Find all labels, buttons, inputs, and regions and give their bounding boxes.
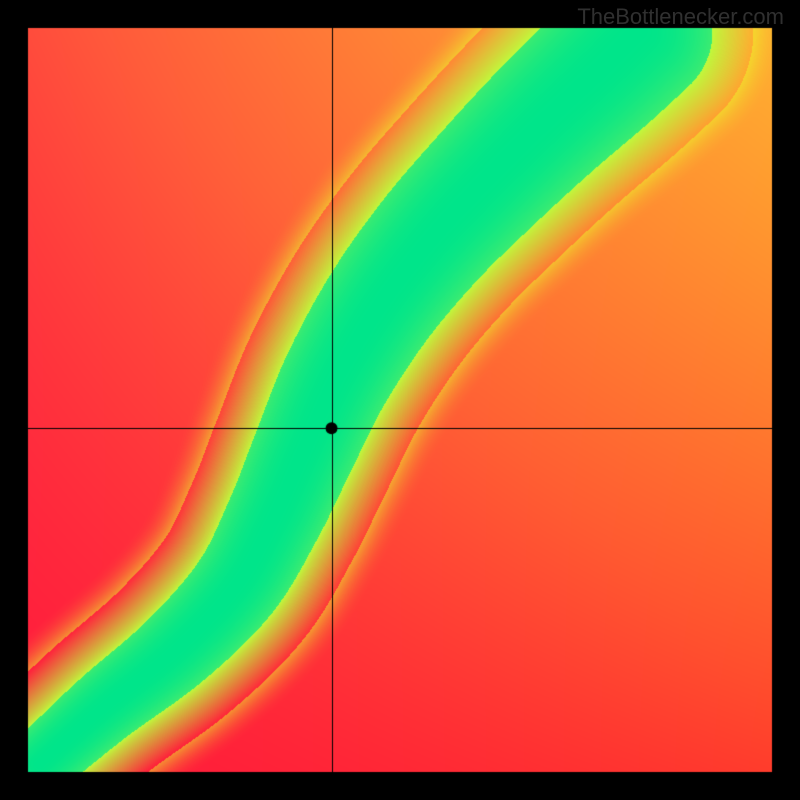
bottleneck-heatmap bbox=[0, 0, 800, 800]
watermark-text: TheBottlenecker.com bbox=[577, 4, 784, 30]
